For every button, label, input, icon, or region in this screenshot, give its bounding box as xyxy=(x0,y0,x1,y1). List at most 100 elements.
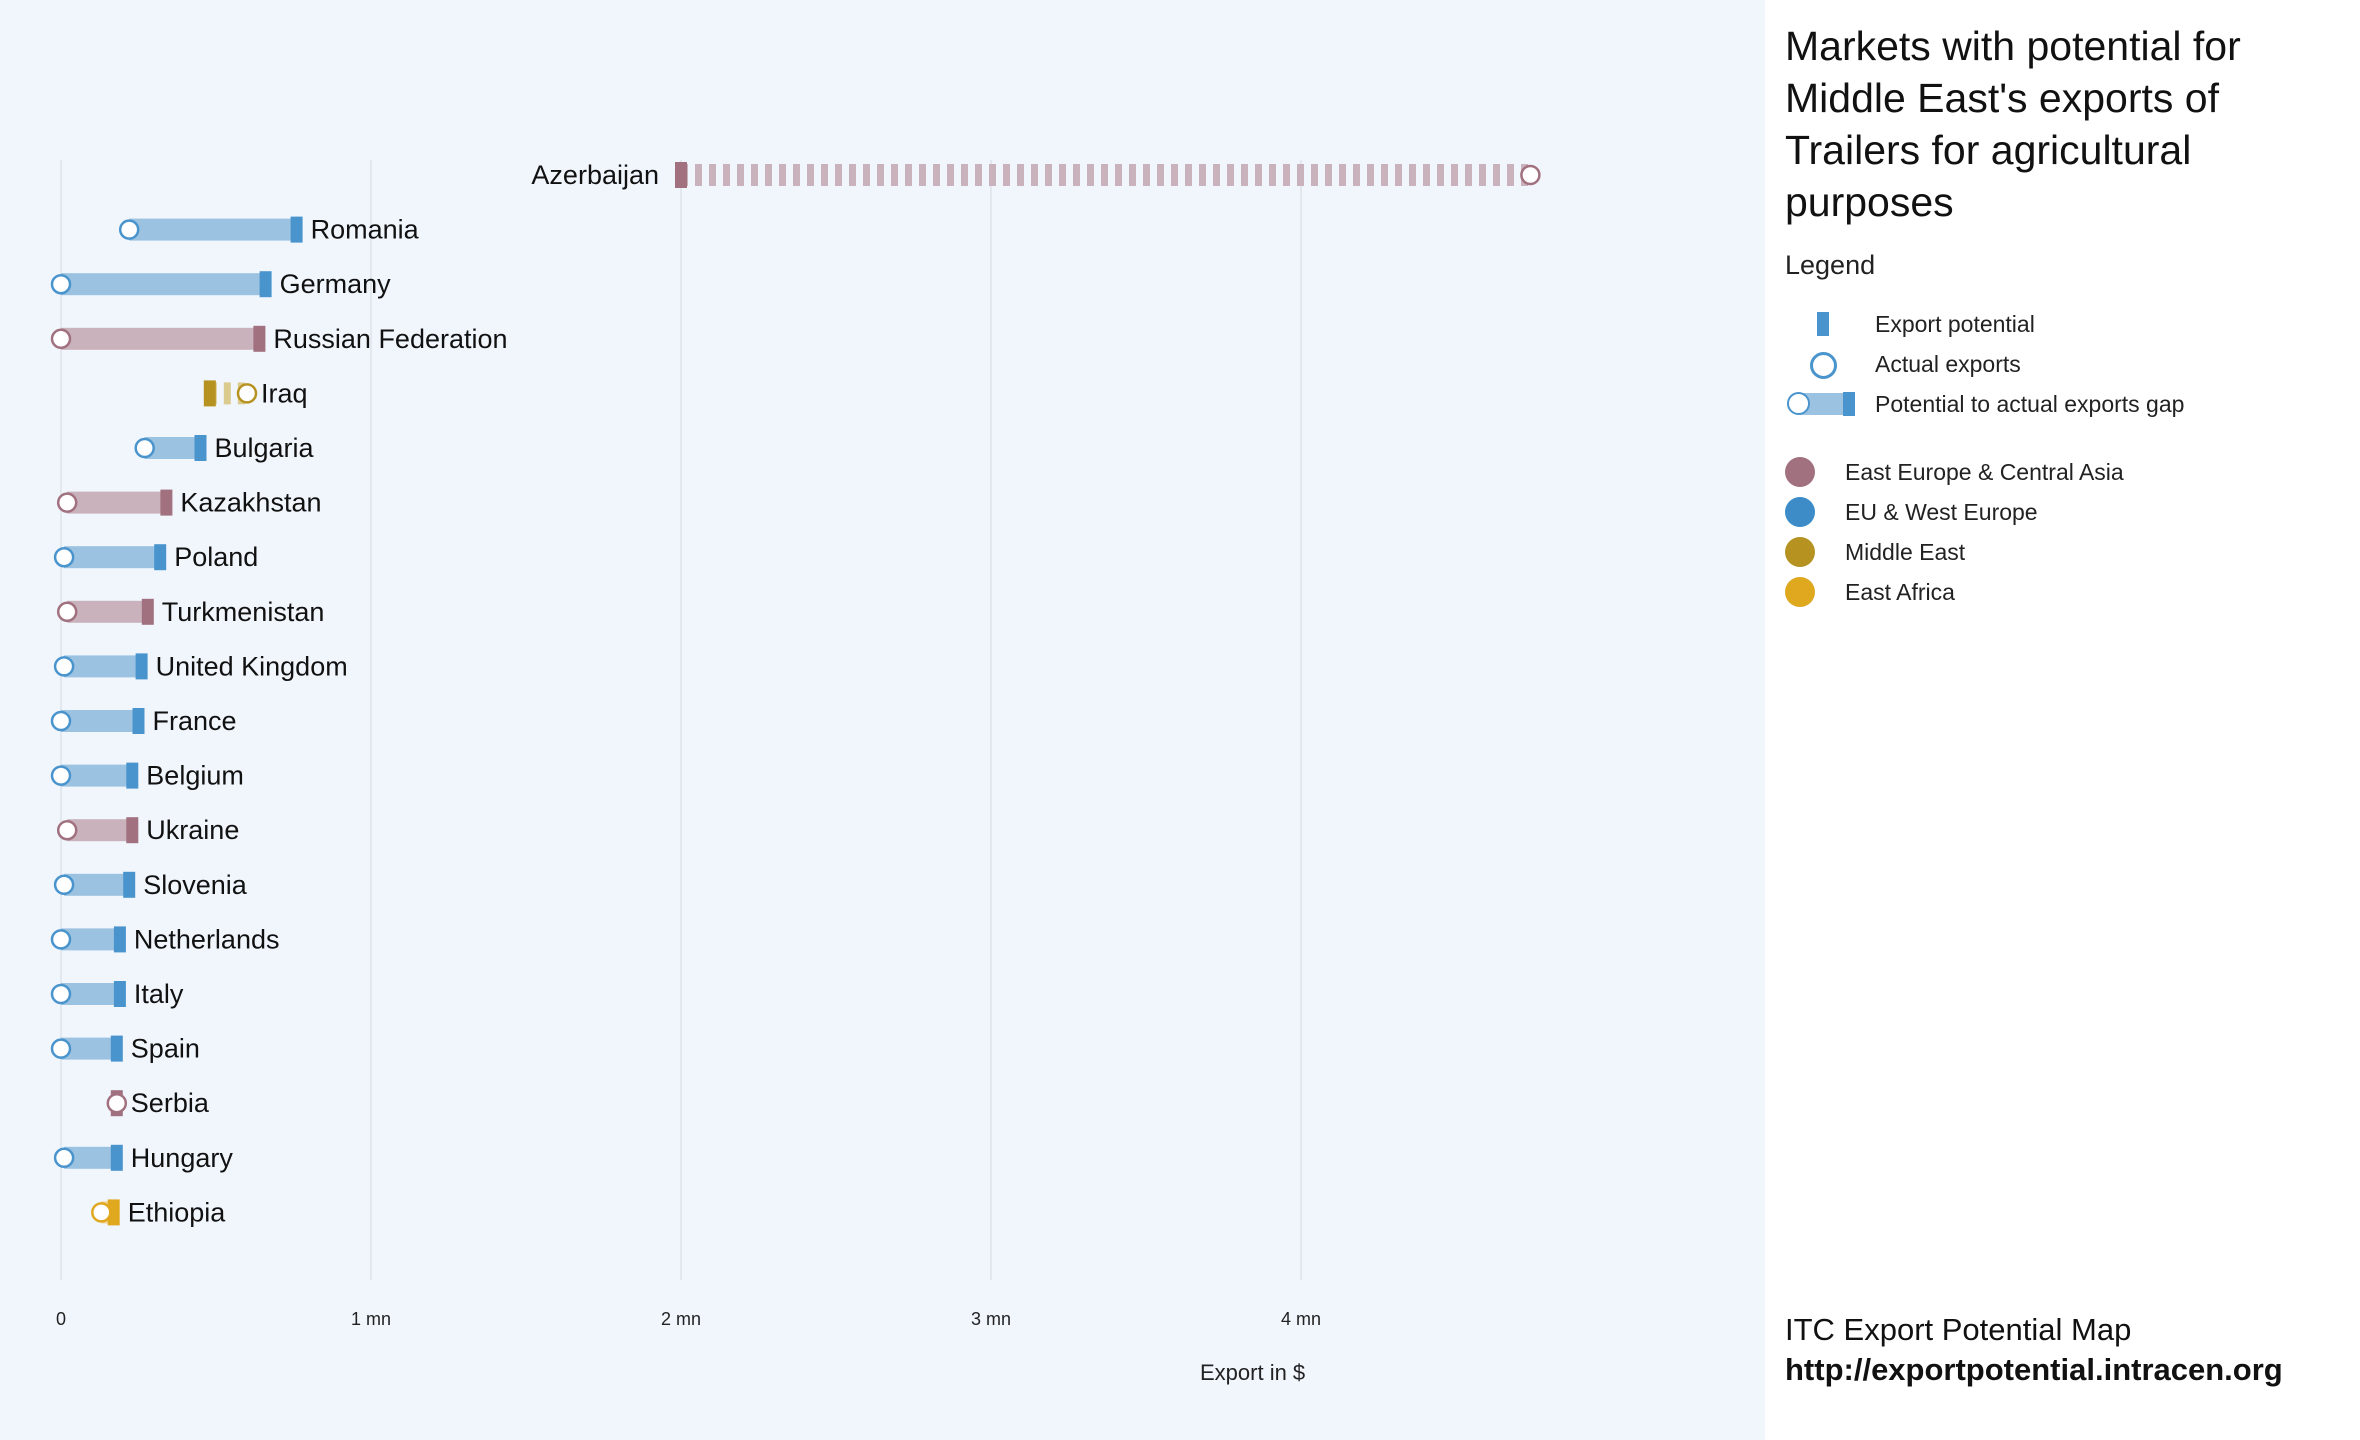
gap-marker-icon xyxy=(1785,386,1875,422)
country-label: Ukraine xyxy=(146,815,239,845)
legend-region-label: Middle East xyxy=(1845,538,1966,565)
gap-bar xyxy=(61,928,120,951)
country-label: Hungary xyxy=(131,1143,234,1173)
country-label: Belgium xyxy=(146,761,244,791)
actual-marker-icon xyxy=(1785,346,1875,382)
country-label: Romania xyxy=(311,215,420,245)
actual-marker xyxy=(56,601,78,623)
legend-title: Legend xyxy=(1785,250,1876,280)
legend-region-label: EU & West Europe xyxy=(1845,498,2038,525)
gap-bar xyxy=(61,1037,117,1060)
country-label: Germany xyxy=(280,269,392,299)
gap-bar xyxy=(64,655,142,678)
country-label: France xyxy=(153,706,237,736)
gap-bar xyxy=(64,873,130,896)
gap-bar xyxy=(144,437,201,459)
potential-marker xyxy=(154,544,167,571)
potential-marker xyxy=(290,216,303,243)
dumbbell-chart: 0 1 mn 2 mn 3 mn 4 mn Azerbaijan Romania German… xyxy=(50,160,1541,1329)
actual-marker xyxy=(53,656,75,677)
actual-marker xyxy=(50,983,72,1005)
potential-marker xyxy=(135,653,148,680)
actual-marker xyxy=(53,546,75,568)
gap-bar xyxy=(61,273,266,296)
region-dot-icon xyxy=(1785,537,1815,567)
country-label: Netherlands xyxy=(134,924,280,954)
potential-marker xyxy=(126,817,139,844)
footer-url[interactable]: http://exportpotential.intracen.org xyxy=(1785,1352,2283,1387)
potential-marker xyxy=(113,926,126,953)
x-tick-label: 4 mn xyxy=(1281,1309,1321,1329)
potential-marker xyxy=(259,271,272,298)
legend-item-export-potential: Export potential xyxy=(1785,306,2035,342)
actual-marker xyxy=(56,492,78,513)
potential-marker xyxy=(203,380,216,407)
legend-region-label: East Europe & Central Asia xyxy=(1845,458,2124,485)
legend-region-east-africa: East Africa xyxy=(1785,574,1955,610)
potential-marker xyxy=(132,708,145,734)
actual-marker xyxy=(236,383,258,404)
country-label: Bulgaria xyxy=(215,433,315,463)
actual-marker xyxy=(50,765,72,786)
legend-label: Export potential xyxy=(1875,310,2035,337)
legend-item-gap: Potential to actual exports gap xyxy=(1785,386,2184,422)
actual-marker xyxy=(53,1147,75,1169)
x-tick-label: 0 xyxy=(56,1309,66,1329)
footer: ITC Export Potential Map http://exportpo… xyxy=(1785,1310,2283,1390)
legend-region-east-europe: East Europe & Central Asia xyxy=(1785,454,2124,490)
potential-marker xyxy=(253,325,266,352)
region-dot-icon xyxy=(1785,577,1815,607)
gap-bar xyxy=(64,1146,117,1169)
country-label: Iraq xyxy=(261,378,308,408)
side-panel: Markets with potential for Middle East's… xyxy=(1765,0,2360,1440)
country-label: Slovenia xyxy=(143,870,248,900)
legend-item-actual-exports: Actual exports xyxy=(1785,346,2021,382)
potential-marker xyxy=(113,981,126,1007)
actual-marker xyxy=(91,1202,112,1223)
potential-marker xyxy=(126,762,139,789)
actual-marker xyxy=(50,1038,72,1059)
potential-marker xyxy=(194,435,207,461)
country-label: Ethiopia xyxy=(128,1197,227,1227)
gap-bar xyxy=(64,546,161,569)
actual-marker xyxy=(106,1092,128,1114)
actual-marker xyxy=(50,710,72,732)
potential-marker-icon xyxy=(1785,306,1875,342)
actual-marker xyxy=(53,874,75,896)
legend-region-eu-west-europe: EU & West Europe xyxy=(1785,494,2038,530)
gap-bar xyxy=(67,819,133,842)
x-tick-label: 1 mn xyxy=(351,1309,391,1329)
potential-marker xyxy=(107,1199,120,1226)
legend-region-label: East Africa xyxy=(1845,578,1955,605)
potential-marker xyxy=(110,1035,123,1062)
actual-marker xyxy=(50,929,72,950)
x-tick-label: 2 mn xyxy=(661,1309,701,1329)
country-label: Serbia xyxy=(131,1088,210,1118)
actual-marker xyxy=(118,219,140,240)
actual-marker xyxy=(56,819,78,841)
country-label: Russian Federation xyxy=(273,324,507,354)
country-label: Azerbaijan xyxy=(531,160,659,190)
legend-label: Potential to actual exports gap xyxy=(1875,390,2185,417)
potential-marker xyxy=(110,1144,123,1171)
country-label: United Kingdom xyxy=(156,651,348,681)
potential-marker xyxy=(160,489,173,516)
gap-bar xyxy=(61,327,260,350)
potential-marker xyxy=(141,598,154,625)
gap-bar xyxy=(67,491,167,514)
country-label: Poland xyxy=(174,542,258,572)
region-dot-icon xyxy=(1785,497,1815,527)
actual-marker xyxy=(1520,164,1541,186)
country-label: Turkmenistan xyxy=(162,597,325,627)
gap-bar xyxy=(61,764,133,787)
x-tick-label: 3 mn xyxy=(971,1309,1011,1329)
country-label: Spain xyxy=(131,1034,200,1064)
region-dot-icon xyxy=(1785,457,1815,487)
gap-bar xyxy=(129,218,297,241)
potential-marker xyxy=(123,871,136,898)
x-axis-title: Export in $ xyxy=(1200,1360,1306,1385)
gap-bar xyxy=(67,600,148,623)
gap-bar xyxy=(61,710,139,732)
actual-marker xyxy=(50,328,72,350)
country-label: Kazakhstan xyxy=(180,488,321,518)
